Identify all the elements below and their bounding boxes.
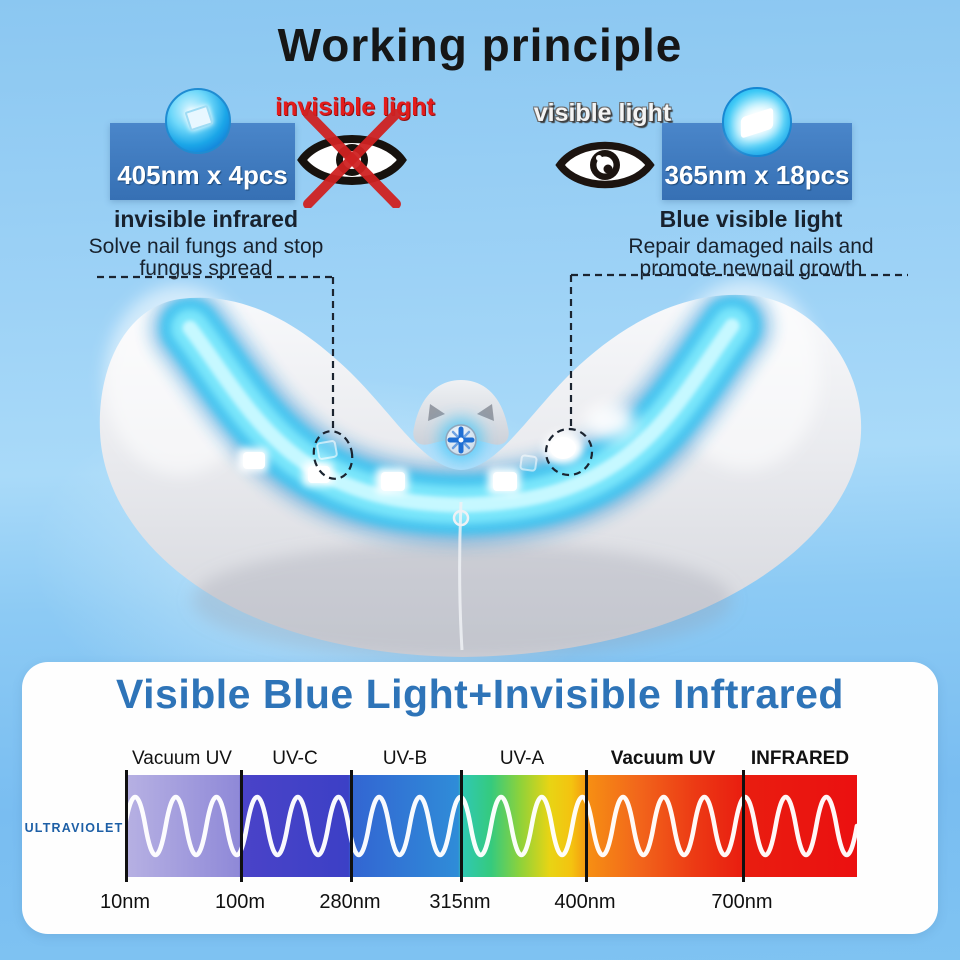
invisible-light-label: invisible light (275, 93, 435, 121)
infrared-description: invisible infrared Solve nail fungs and … (45, 206, 367, 280)
segment-label-vacuum-uv-1: Vacuum UV (132, 748, 232, 769)
device-center-nub (413, 380, 509, 445)
sine-wave (125, 794, 857, 858)
infrared-heading: invisible infrared (113, 206, 299, 232)
wavelength-tick-280nm: 280nm (319, 891, 381, 913)
page-title: Working principle (277, 19, 683, 71)
led-flash (740, 107, 774, 139)
wavelength-tick-400nm: 400nm (554, 891, 616, 913)
glowing-led-photo-icon (722, 87, 792, 157)
blue-light-heading: Blue visible light (659, 206, 843, 232)
light-spectrum-band (125, 770, 857, 882)
spectrum-divider-280nm (350, 770, 353, 882)
infrared-desc-line2: fungus spread (139, 257, 273, 280)
spectrum-divider-400nm (585, 770, 588, 882)
spectrum-panel-title: Visible Blue Light+Invisible Inftrared (116, 671, 844, 717)
segment-label-uv-a: UV-A (499, 748, 545, 769)
wavelength-card-405-label: 405nm x 4pcs (117, 160, 288, 190)
visible-light-label: visible light (533, 99, 672, 127)
ultraviolet-side-label: ULTRAVIOLET (24, 821, 124, 835)
wavelength-tick-100m: 100m (214, 891, 266, 913)
led-chip-photo-icon (165, 88, 231, 154)
segment-label-infrared: INFRARED (750, 748, 850, 769)
wavelength-tick-700nm: 700nm (711, 891, 773, 913)
device-seam-line (458, 501, 464, 651)
segment-label-uv-b: UV-B (382, 748, 428, 769)
infrared-desc-line1: Solve nail fungs and stop (88, 235, 324, 258)
callout-circle-left (312, 430, 354, 480)
nail-lamp-device-illustration (97, 273, 908, 658)
crossed-out-eye-icon (297, 109, 407, 208)
led-chip-square (184, 104, 214, 132)
callout-circle-right (544, 427, 594, 477)
spectrum-divider-100m (240, 770, 243, 882)
device-seam-button (452, 509, 470, 527)
blue-light-description: Blue visible light Repair damaged nails … (590, 206, 912, 280)
segment-label-vacuum-uv-2: Vacuum UV (610, 748, 716, 769)
wavelength-tick-315nm: 315nm (429, 891, 491, 913)
wavelength-tick-10nm: 10nm (99, 891, 151, 913)
callout-dashed-lines (97, 273, 908, 480)
spectrum-divider-315nm (460, 770, 463, 882)
eye-icon (555, 141, 655, 189)
spectrum-divider-700nm (742, 770, 745, 882)
blue-light-desc-line1: Repair damaged nails and (628, 235, 874, 258)
led-lights (238, 404, 636, 494)
spectrum-divider-10nm (125, 770, 128, 882)
wavelength-card-365-label: 365nm x 18pcs (664, 160, 850, 190)
screw-button (445, 424, 477, 456)
segment-label-uv-c: UV-C (272, 748, 318, 769)
